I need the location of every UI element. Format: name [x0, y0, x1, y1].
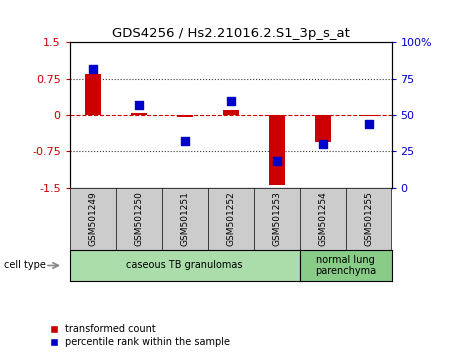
Point: [365, 121, 372, 127]
Bar: [223, 110, 238, 115]
Text: GSM501249: GSM501249: [88, 191, 97, 246]
Bar: [85, 74, 101, 115]
Text: caseous TB granulomas: caseous TB granulomas: [126, 261, 243, 270]
Text: GSM501250: GSM501250: [134, 191, 143, 246]
Point: [89, 66, 96, 72]
Text: GSM501251: GSM501251: [180, 191, 189, 246]
Text: GSM501254: GSM501254: [318, 191, 327, 246]
Point: [273, 159, 280, 164]
Point: [319, 141, 326, 147]
Bar: [360, 115, 377, 116]
Bar: [176, 115, 193, 118]
Bar: [130, 113, 147, 115]
Text: GSM501253: GSM501253: [272, 191, 281, 246]
Title: GDS4256 / Hs2.21016.2.S1_3p_s_at: GDS4256 / Hs2.21016.2.S1_3p_s_at: [112, 27, 350, 40]
Bar: [269, 115, 285, 185]
Text: GSM501255: GSM501255: [364, 191, 373, 246]
Legend: transformed count, percentile rank within the sample: transformed count, percentile rank withi…: [50, 325, 230, 347]
Text: GSM501252: GSM501252: [226, 191, 235, 246]
Point: [181, 138, 188, 144]
Bar: [315, 115, 331, 142]
Text: normal lung
parenchyma: normal lung parenchyma: [315, 255, 376, 276]
Point: [135, 102, 142, 108]
Text: cell type: cell type: [4, 261, 46, 270]
Point: [227, 98, 234, 103]
